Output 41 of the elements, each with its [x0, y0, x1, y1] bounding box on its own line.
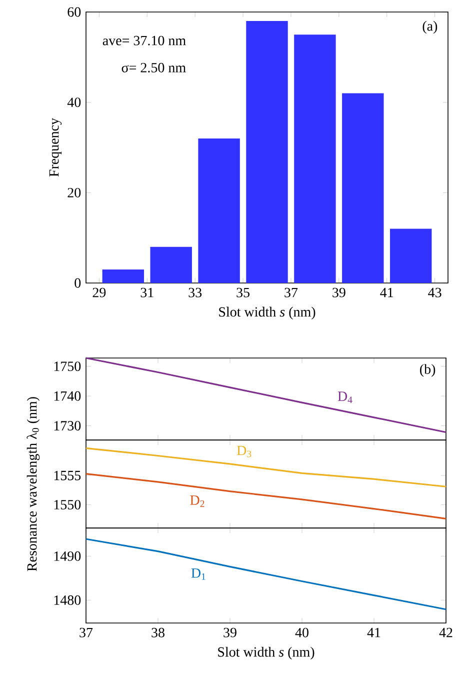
y-tick-label: 1555 — [54, 470, 81, 480]
y-tick-label: 60 — [68, 7, 81, 17]
x-tick-label: 37 — [284, 288, 298, 298]
line-series — [85, 538, 447, 610]
y-tick-label: 1550 — [54, 500, 81, 510]
y-axis-title: Frequency — [49, 118, 62, 177]
annotation: (b) — [420, 364, 436, 377]
annotation: ave= 37.10 nm — [102, 36, 186, 46]
x-tick-label: 37 — [80, 628, 93, 638]
annotation: σ= 2.50 nm — [122, 62, 186, 72]
x-tick-label: 31 — [140, 288, 154, 298]
x-tick-label: 39 — [332, 288, 346, 298]
x-tick-label: 41 — [380, 288, 394, 298]
x-tick-label: 35 — [236, 288, 250, 298]
line-series — [85, 447, 447, 488]
line-series — [85, 357, 447, 434]
x-axis-title: Slot width s (nm) — [219, 306, 316, 320]
x-tick-label: 38 — [152, 628, 164, 638]
series-label: D$_{2}$ — [190, 496, 204, 507]
y-tick-label: 1730 — [54, 421, 81, 430]
x-tick-label: 41 — [367, 628, 380, 638]
x-tick-label: 29 — [92, 288, 106, 298]
y-tick-label: 1740 — [54, 391, 81, 401]
y-axis-title: Resonance wavelength λ$_{0}$ (nm) — [26, 397, 40, 572]
y-tick-label: 1490 — [54, 551, 81, 561]
series-label: D$_{4}$ — [338, 392, 352, 404]
x-tick-label: 40 — [295, 628, 308, 638]
y-tick-label: 20 — [68, 188, 81, 198]
x-tick-label: 42 — [439, 628, 452, 638]
x-tick-label: 39 — [224, 628, 236, 638]
line-series — [85, 473, 447, 520]
x-axis-title: Slot width s (nm) — [218, 646, 314, 660]
series-label: D$_{1}$ — [191, 568, 206, 580]
x-tick-label: 43 — [428, 288, 442, 298]
y-tick-label: 1750 — [54, 362, 81, 372]
x-tick-label: 33 — [188, 288, 202, 298]
annotation: (a) — [422, 20, 438, 34]
y-tick-label: 0 — [74, 278, 81, 288]
series-label: D$_{3}$ — [236, 446, 252, 458]
y-tick-label: 1480 — [54, 595, 81, 605]
y-tick-label: 40 — [67, 98, 81, 108]
